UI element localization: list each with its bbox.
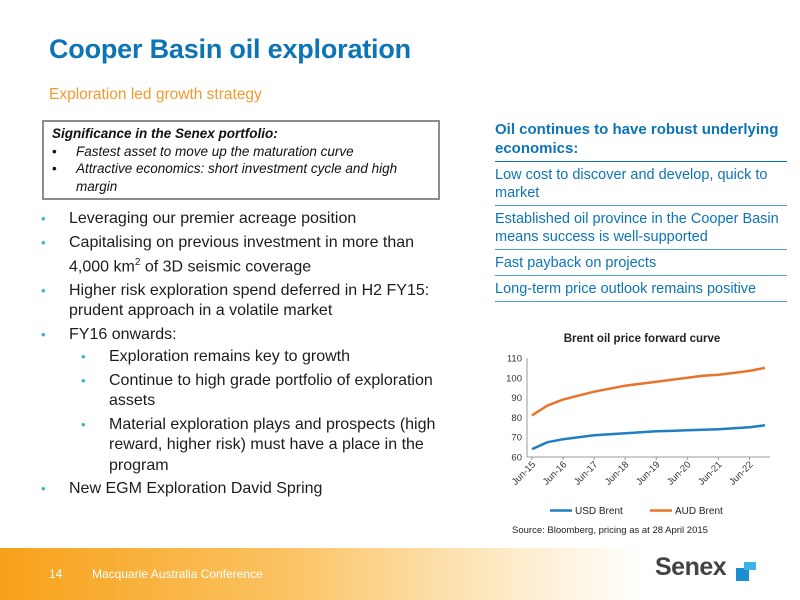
chart-source: Source: Bloomberg, pricing as at 28 Apri… bbox=[512, 525, 708, 536]
series-line-usd-brent bbox=[531, 424, 766, 451]
bullet-item: FY16 onwards: Exploration remains key to… bbox=[40, 325, 450, 477]
footer-band bbox=[0, 548, 800, 600]
sub-bullets: Exploration remains key to growth Contin… bbox=[69, 347, 450, 476]
significance-box: Significance in the Senex portfolio: Fas… bbox=[42, 120, 440, 200]
legend-label: USD Brent bbox=[575, 506, 623, 517]
y-tick-label: 100 bbox=[506, 373, 522, 384]
superscript: 2 bbox=[134, 257, 141, 268]
x-tick-label: Jun-18 bbox=[603, 459, 631, 487]
bullet-text: Capitalising on previous investment in m… bbox=[69, 233, 415, 276]
y-tick-label: 90 bbox=[511, 393, 522, 404]
bullet-item: Capitalising on previous investment in m… bbox=[40, 233, 450, 278]
significance-list: Fastest asset to move up the maturation … bbox=[52, 143, 430, 196]
y-tick-label: 60 bbox=[511, 453, 522, 464]
sub-bullet-item: Exploration remains key to growth bbox=[69, 347, 450, 368]
x-tick-label: Jun-15 bbox=[510, 459, 538, 487]
x-tick-label: Jun-20 bbox=[665, 459, 693, 487]
bullet-item: New EGM Exploration David Spring bbox=[40, 479, 450, 500]
economics-item: Established oil province in the Cooper B… bbox=[495, 206, 787, 250]
slide-subtitle: Exploration led growth strategy bbox=[49, 86, 262, 103]
page-number: 14 bbox=[49, 567, 63, 581]
senex-logo: Senex bbox=[655, 553, 727, 581]
series-line-aud-brent bbox=[531, 366, 766, 417]
bullet-text: of 3D seismic coverage bbox=[140, 258, 312, 276]
significance-heading: Significance in the Senex portfolio: bbox=[52, 126, 278, 141]
x-tick-label: Jun-16 bbox=[541, 459, 569, 487]
slide-title: Cooper Basin oil exploration bbox=[49, 34, 411, 64]
x-tick-label: Jun-22 bbox=[727, 459, 755, 487]
significance-item: Fastest asset to move up the maturation … bbox=[52, 143, 430, 161]
sub-bullet-item: Continue to high grade portfolio of expl… bbox=[69, 371, 450, 412]
conference-name: Macquarie Australia Conference bbox=[92, 567, 263, 581]
economics-item: Long-term price outlook remains positive bbox=[495, 276, 787, 302]
x-tick-label: Jun-21 bbox=[696, 459, 724, 487]
x-tick-label: Jun-19 bbox=[634, 459, 662, 487]
chart-title: Brent oil price forward curve bbox=[564, 333, 721, 345]
bullet-item: Higher risk exploration spend deferred i… bbox=[40, 281, 450, 322]
economics-heading: Oil continues to have robust underlying … bbox=[495, 121, 787, 162]
economics-panel: Oil continues to have robust underlying … bbox=[495, 121, 787, 302]
significance-item: Attractive economics: short investment c… bbox=[52, 160, 430, 195]
sub-bullet-item: Material exploration plays and prospects… bbox=[69, 415, 450, 477]
bullet-item: Leveraging our premier acreage position bbox=[40, 209, 450, 230]
y-tick-label: 110 bbox=[507, 354, 522, 365]
y-tick-label: 70 bbox=[511, 433, 522, 444]
legend-label: AUD Brent bbox=[675, 506, 723, 517]
brent-forward-curve-chart: Brent oil price forward curve 60 70 80 90 10… bbox=[506, 333, 770, 517]
economics-item: Fast payback on projects bbox=[495, 250, 787, 276]
y-tick-label: 80 bbox=[511, 413, 522, 424]
senex-logo-mark-icon bbox=[736, 562, 756, 581]
economics-item: Low cost to discover and develop, quick … bbox=[495, 162, 787, 206]
x-tick-label: Jun-17 bbox=[572, 459, 600, 487]
bullet-text: FY16 onwards: bbox=[69, 325, 177, 343]
strategy-bullets: Leveraging our premier acreage position … bbox=[40, 209, 450, 503]
